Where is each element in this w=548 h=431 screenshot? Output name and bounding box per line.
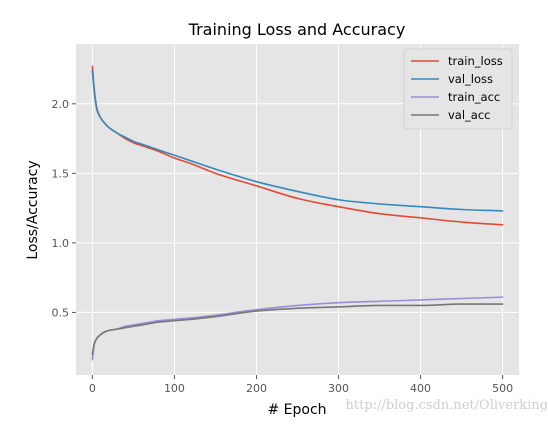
legend: train_loss val_loss train_acc val_acc (403, 48, 513, 130)
y-axis-label: Loss/Accuracy (25, 160, 41, 259)
legend-label-train-loss: train_loss (448, 54, 503, 68)
legend-label-val-acc: val_acc (448, 108, 491, 122)
x-tick-label: 300 (328, 382, 349, 395)
chart-title: Training Loss and Accuracy (188, 20, 406, 39)
series-lines (91, 65, 504, 361)
y-tick-label: 2.0 (52, 98, 70, 111)
series-line-val-acc (91, 303, 504, 355)
x-tick-label: 400 (410, 382, 431, 395)
legend-box (403, 48, 513, 130)
x-tick-label: 100 (164, 382, 185, 395)
x-tick-label: 500 (492, 382, 513, 395)
x-tick-label: 200 (246, 382, 267, 395)
y-tick-label: 0.5 (52, 306, 70, 319)
watermark: http://blog.csdn.net/Oliverking (346, 398, 548, 413)
series-line-val-loss (91, 69, 504, 212)
x-axis-label: # Epoch (267, 402, 326, 418)
x-tick-label: 0 (89, 382, 96, 395)
legend-label-val-loss: val_loss (448, 72, 493, 86)
tick-labels: 0 100 200 300 400 500 0.5 1.0 1.5 2.0 (52, 98, 514, 395)
y-tick-label: 1.5 (52, 167, 70, 180)
legend-label-train-acc: train_acc (448, 90, 500, 104)
y-tick-label: 1.0 (52, 237, 70, 250)
